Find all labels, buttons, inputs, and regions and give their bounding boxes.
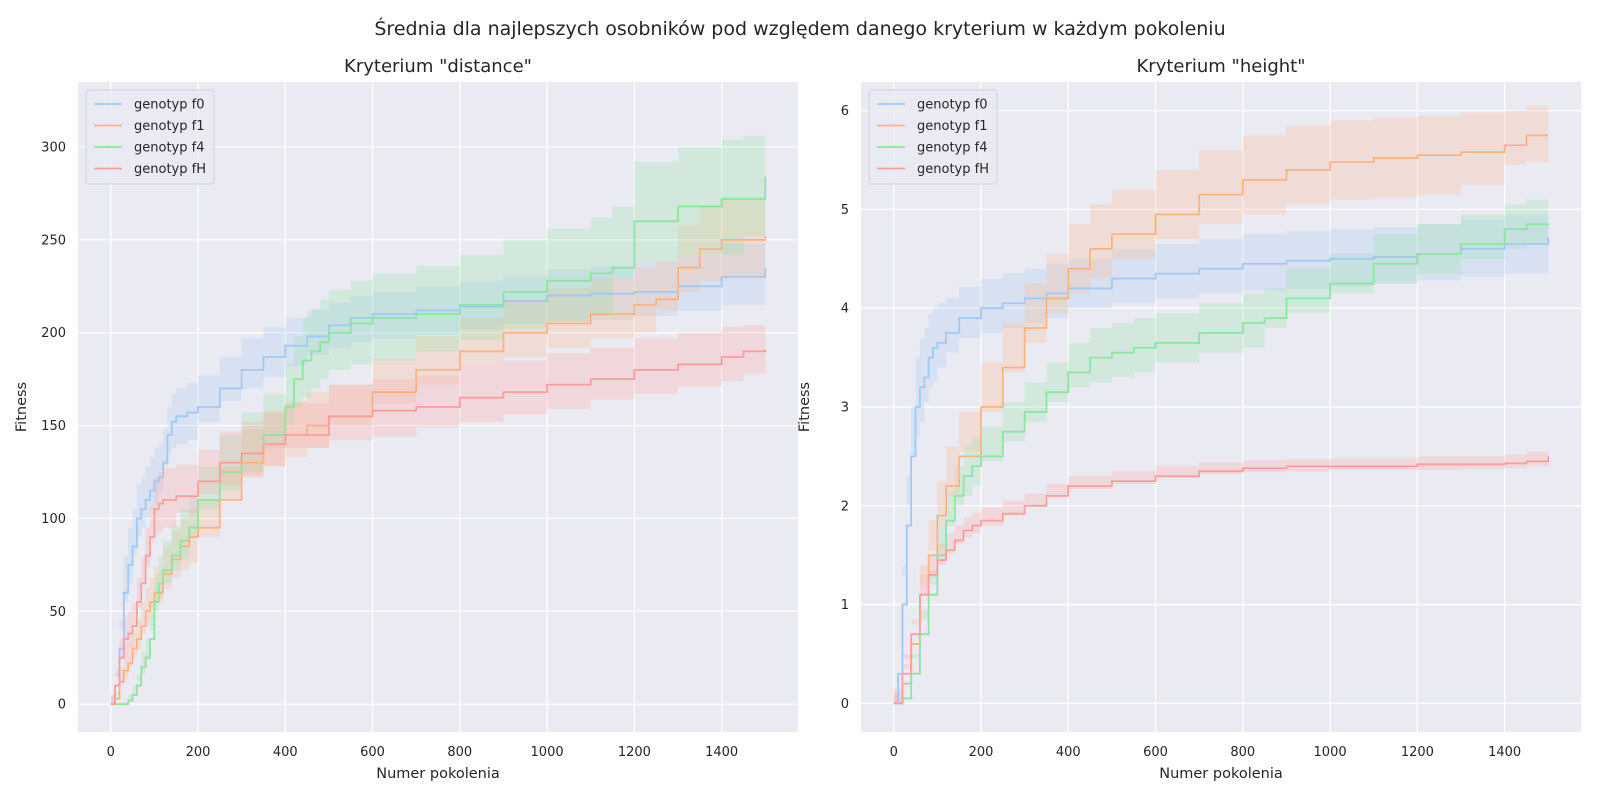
legend: genotyp f0 genotyp f1 genotyp f4 genotyp fH xyxy=(85,89,215,185)
y-tick-label: 5 xyxy=(841,203,849,218)
series-line xyxy=(893,134,1549,705)
figure-suptitle: Średnia dla najlepszych osobników pod wz… xyxy=(374,16,1225,40)
x-tick-label: 400 xyxy=(273,745,298,760)
legend-label: genotyp f4 xyxy=(917,141,987,156)
series-line xyxy=(893,456,1550,705)
x-axis-label: Numer pokolenia xyxy=(376,766,500,782)
legend-label: genotyp f4 xyxy=(134,141,204,156)
confidence-band xyxy=(110,109,766,705)
x-tick-label: 1200 xyxy=(1401,745,1434,760)
y-tick-label: 200 xyxy=(41,326,66,341)
x-tick-label: 0 xyxy=(890,745,898,760)
y-tick-label: 150 xyxy=(41,419,66,434)
legend-label: genotyp f1 xyxy=(134,119,204,134)
series-line xyxy=(110,267,767,706)
x-tick-label: 1400 xyxy=(1488,745,1521,760)
x-tick-label: 600 xyxy=(360,745,385,760)
confidence-band xyxy=(110,230,766,705)
x-tick-label: 1000 xyxy=(531,745,564,760)
y-tick-label: 250 xyxy=(41,233,66,248)
legend-label: genotyp f1 xyxy=(917,119,987,134)
legend: genotyp f0 genotyp f1 genotyp f4 genotyp fH xyxy=(868,89,998,185)
y-tick-label: 100 xyxy=(41,512,66,527)
legend-label: genotyp fH xyxy=(917,162,989,177)
x-tick-label: 1400 xyxy=(705,745,738,760)
legend-frame xyxy=(868,89,998,185)
y-tick-label: 0 xyxy=(58,698,66,713)
legend-label: genotyp fH xyxy=(134,162,206,177)
x-tick-label: 200 xyxy=(186,745,211,760)
x-tick-label: 200 xyxy=(969,745,994,760)
x-tick-label: 600 xyxy=(1143,745,1168,760)
y-tick-label: 2 xyxy=(841,499,849,514)
y-axis-label: Fitness xyxy=(797,382,813,432)
confidence-band xyxy=(110,193,766,705)
confidence-band xyxy=(893,105,1549,704)
series-line xyxy=(110,176,767,706)
series-line xyxy=(110,236,767,706)
legend-label: genotyp f0 xyxy=(917,98,987,113)
y-tick-label: 0 xyxy=(841,697,849,712)
y-tick-label: 50 xyxy=(49,605,66,620)
x-tick-label: 1000 xyxy=(1314,745,1347,760)
confidence-band xyxy=(893,199,1549,704)
x-tick-label: 400 xyxy=(1056,745,1081,760)
x-tick-label: 800 xyxy=(1230,745,1255,760)
x-tick-label: 1200 xyxy=(618,745,651,760)
y-tick-label: 3 xyxy=(841,401,849,416)
series-line xyxy=(110,349,767,706)
y-tick-label: 6 xyxy=(841,104,849,119)
chart-panel-1: 0 200 400 600 800 1000 1200 1400 0 1 2 3 4 5 6 Kryteriu… xyxy=(797,56,1581,782)
x-axis-label: Numer pokolenia xyxy=(1159,766,1283,782)
panel-title: Kryterium "distance" xyxy=(344,56,532,77)
confidence-band xyxy=(893,204,1549,704)
x-tick-label: 0 xyxy=(107,745,115,760)
y-tick-label: 4 xyxy=(841,302,849,317)
x-tick-label: 800 xyxy=(447,745,472,760)
legend-frame xyxy=(85,89,215,185)
confidence-band xyxy=(110,325,766,705)
y-axis-label: Fitness xyxy=(14,382,30,432)
legend-label: genotyp f0 xyxy=(134,98,204,113)
y-tick-label: 1 xyxy=(841,598,849,613)
y-tick-label: 300 xyxy=(41,141,66,156)
panel-title: Kryterium "height" xyxy=(1137,56,1306,77)
series-line xyxy=(893,237,1550,705)
chart-panel-0: 0 200 400 600 800 1000 1200 1400 0 50 100 150 200 250… xyxy=(14,56,798,782)
